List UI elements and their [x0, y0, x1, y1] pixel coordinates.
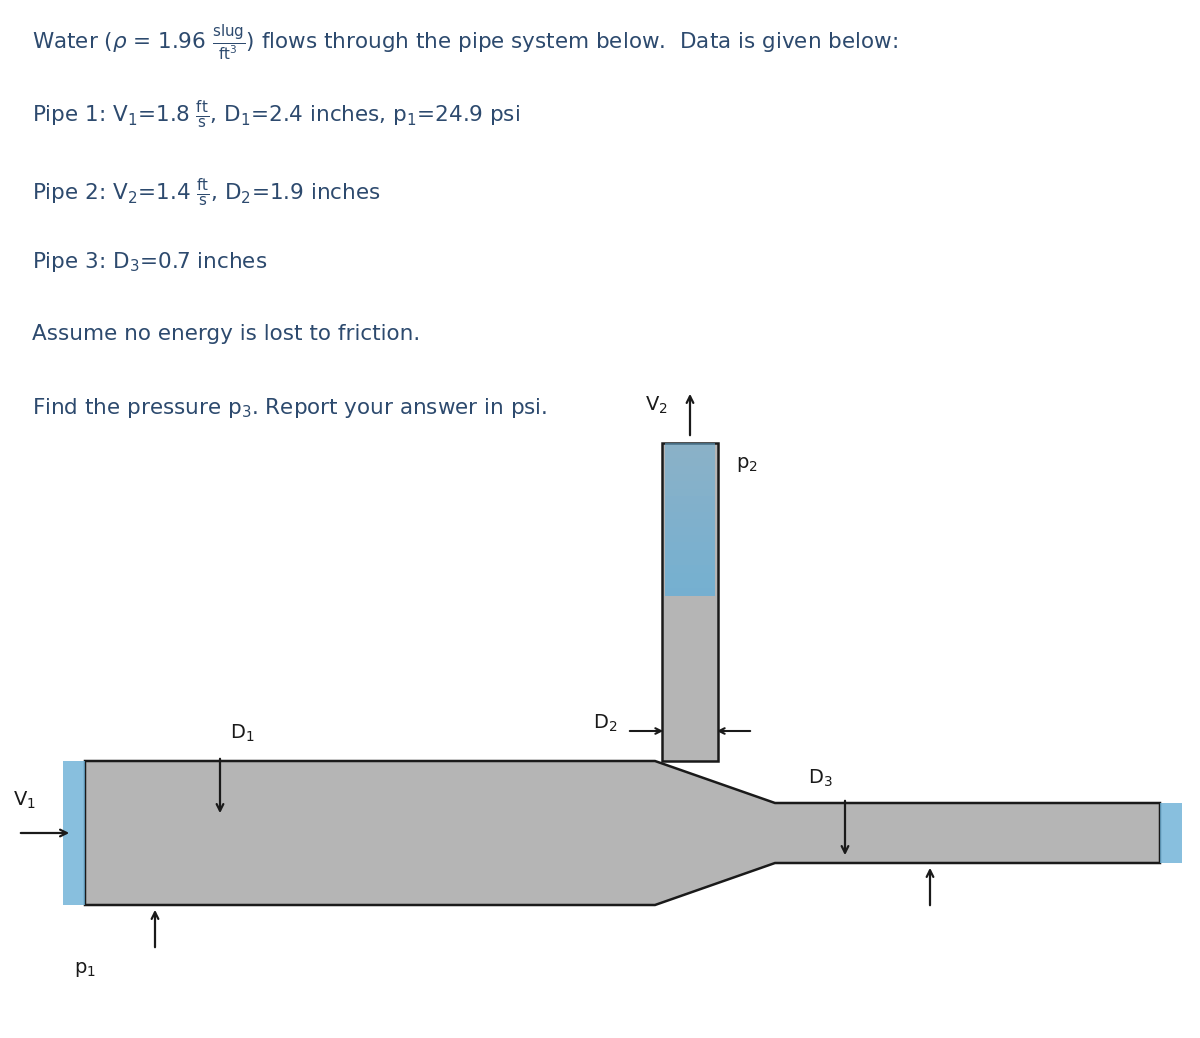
Bar	[665, 512, 715, 519]
Bar	[665, 573, 715, 580]
Bar	[665, 588, 715, 596]
Polygon shape	[85, 761, 1160, 905]
Bar	[662, 443, 718, 761]
Bar	[1160, 803, 1182, 863]
Bar	[665, 557, 715, 565]
Bar	[665, 519, 715, 527]
Text: p$_2$: p$_2$	[736, 455, 758, 474]
Bar	[665, 458, 715, 466]
Text: V$_1$: V$_1$	[13, 790, 36, 811]
Bar	[665, 565, 715, 573]
Bar	[665, 535, 715, 542]
Text: Pipe 2: V$_2$=1.4 $\frac{\mathrm{ft}}{\mathrm{s}}$, D$_2$=1.9 inches: Pipe 2: V$_2$=1.4 $\frac{\mathrm{ft}}{\m…	[32, 176, 380, 208]
Text: D$_3$: D$_3$	[809, 767, 833, 789]
Bar	[64, 761, 85, 905]
Text: D$_1$: D$_1$	[230, 722, 254, 743]
Text: D$_2$: D$_2$	[593, 712, 617, 734]
Bar	[665, 482, 715, 489]
Bar	[665, 443, 715, 450]
Bar	[665, 504, 715, 512]
Bar	[665, 527, 715, 535]
Bar	[665, 496, 715, 504]
Bar	[665, 466, 715, 473]
Text: Water ($\rho$ = 1.96 $\frac{\mathrm{slug}}{\mathrm{ft}^3}$) flows through the pi: Water ($\rho$ = 1.96 $\frac{\mathrm{slug…	[32, 23, 898, 63]
Text: p$_1$: p$_1$	[74, 960, 96, 979]
Bar	[665, 489, 715, 496]
Bar	[665, 542, 715, 550]
Bar	[665, 580, 715, 588]
Text: Find the pressure p$_3$. Report your answer in psi.: Find the pressure p$_3$. Report your ans…	[32, 397, 547, 420]
Text: Assume no energy is lost to friction.: Assume no energy is lost to friction.	[32, 324, 420, 344]
Text: Pipe 1: V$_1$=1.8 $\frac{\mathrm{ft}}{\mathrm{s}}$, D$_1$=2.4 inches, p$_1$=24.9: Pipe 1: V$_1$=1.8 $\frac{\mathrm{ft}}{\m…	[32, 98, 520, 130]
Text: Pipe 3: D$_3$=0.7 inches: Pipe 3: D$_3$=0.7 inches	[32, 250, 268, 274]
Bar	[665, 473, 715, 482]
Bar	[665, 550, 715, 557]
Text: V$_2$: V$_2$	[646, 394, 668, 415]
Bar	[665, 450, 715, 458]
